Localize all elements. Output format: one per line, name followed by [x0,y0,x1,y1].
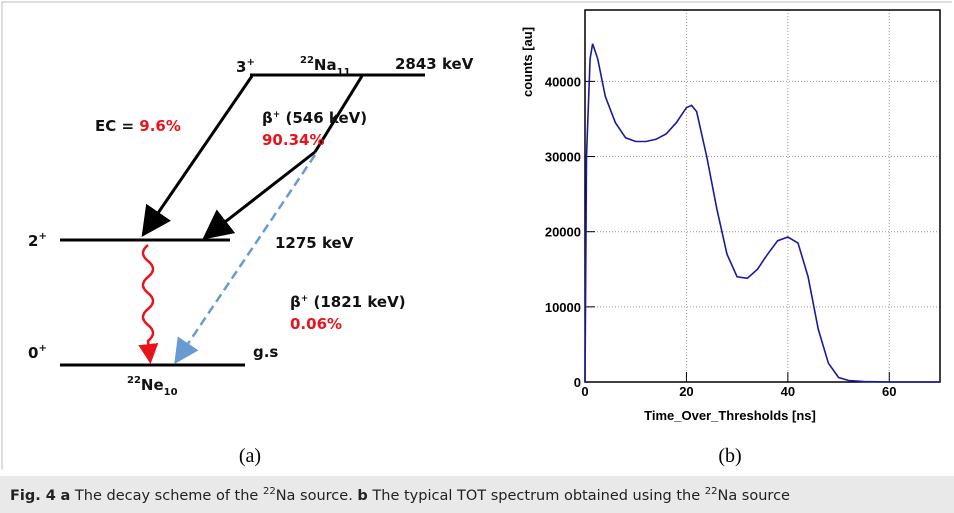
energy: (546 keV) [280,109,367,127]
mass: 22 [300,55,314,66]
y-tick-label: 30000 [545,150,581,165]
energy: (1821 keV) [308,293,405,311]
sign: + [301,294,309,304]
beta-percent: 90.34% [262,131,324,149]
symbol: Na [314,56,337,74]
level-spin: 2+ [28,231,47,250]
beta-label: β+ (546 keV) [262,109,367,127]
sign: + [273,110,281,120]
data-line [584,43,940,383]
caption-text: The decay scheme of the [70,488,263,504]
part-label: b [357,488,367,504]
beta-percent: 0.06% [290,315,342,333]
parity: + [38,343,46,354]
caption-text: Na source [717,488,790,504]
arrow [141,75,254,237]
caption-text: The typical TOT spectrum obtained using … [368,488,705,504]
mass: 22 [263,486,276,497]
panel-label: (b) [718,445,741,467]
mass: 22 [127,375,141,386]
symbol: Ne [141,376,164,394]
x-tick-label: 40 [781,384,795,399]
beta: β [290,293,301,311]
x-axis-title: Time_Over_Thresholds [ns] [644,408,816,423]
mass: 22 [705,486,718,497]
level-spin: 0+ [28,343,47,362]
x-tick-label: 60 [882,384,896,399]
frame [1,1,952,470]
y-tick-label: 20000 [545,225,581,240]
parity: + [38,231,46,242]
ec-label: EC = 9.6% [95,117,181,135]
caption: Fig. 4 a The decay scheme of the 22Na so… [10,486,790,504]
beta: β [262,109,273,127]
y-tick-label: 10000 [545,300,581,315]
atomic: 11 [337,67,351,78]
spin: 2 [28,232,38,250]
spin: 0 [28,344,38,362]
beta-label: β+ (1821 keV) [290,293,406,311]
ec-text: EC = [95,117,139,135]
spin: 3 [236,58,246,76]
parent-nuclide: 22Na11 [300,55,351,78]
daughter-nuclide: 22Ne10 [127,375,178,398]
parity: + [246,57,254,68]
caption-text: Na source. [276,488,358,504]
decay-scheme [60,73,425,367]
caption-bg [0,476,954,513]
level-spin: 3+ [236,57,255,76]
diag-line [313,75,364,153]
level-energy: 1275 keV [275,234,354,252]
y-axis-title: counts [au] [520,27,535,97]
atomic: 10 [164,387,178,398]
part-label: a [61,488,71,504]
y-tick-label: 0 [574,375,581,390]
arrow [202,150,316,240]
y-tick-label: 40000 [545,74,581,89]
plot-frame [584,9,941,383]
x-tick-label: 20 [679,384,693,399]
x-tick-label: 0 [581,384,588,399]
gamma-arrow [138,244,159,364]
panel-label: (a) [239,445,261,467]
level-energy: g.s [253,343,278,361]
fig-label: Fig. 4 [10,488,56,504]
level-energy: 2843 keV [395,55,474,73]
ec-percent: 9.6% [139,117,181,135]
